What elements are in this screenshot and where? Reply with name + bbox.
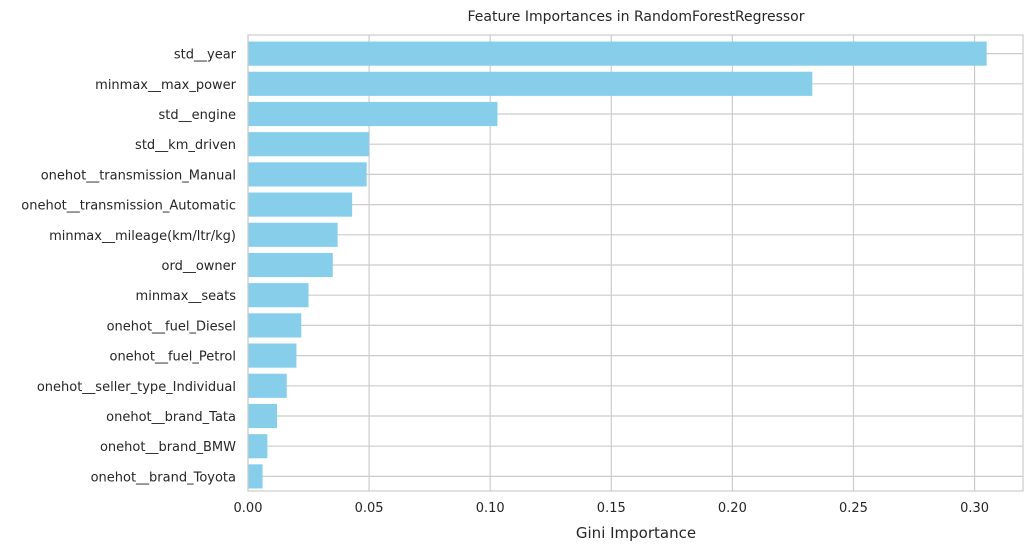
- x-tick-label: 0.00: [234, 501, 263, 516]
- bar-onehot-brand-bmw: [248, 434, 268, 459]
- y-tick-label: onehot__fuel_Petrol: [109, 350, 236, 365]
- y-tick-label: onehot__seller_type_Individual: [37, 380, 236, 395]
- y-tick-label: ord__owner: [162, 259, 237, 274]
- bar-onehot-transmission-manual: [248, 162, 367, 187]
- y-tick-label: onehot__brand_Tata: [106, 410, 236, 425]
- y-tick-label: onehot__brand_Toyota: [91, 470, 236, 485]
- bar-minmax-max-power: [248, 71, 813, 96]
- bar-onehot-brand-toyota: [248, 464, 263, 489]
- bar-onehot-seller-type-individual: [248, 373, 287, 398]
- y-tick-label: minmax__mileage(km/ltr/kg): [49, 229, 236, 244]
- x-tick-label: 0.30: [960, 501, 989, 516]
- bar-ord-owner: [248, 252, 333, 278]
- x-tick-label: 0.20: [718, 501, 747, 516]
- x-tick-label: 0.05: [355, 501, 384, 516]
- y-tick-label: onehot__transmission_Manual: [41, 168, 236, 183]
- x-tick-label: 0.10: [476, 501, 505, 516]
- bar-onehot-fuel-petrol: [248, 343, 297, 368]
- x-tick-label: 0.15: [597, 501, 626, 516]
- y-tick-label: minmax__max_power: [95, 78, 236, 93]
- y-tick-label: std__engine: [159, 108, 236, 123]
- x-tick-label: 0.25: [839, 501, 868, 516]
- plot-frame: [247, 34, 1024, 492]
- chart-title: Feature Importances in RandomForestRegre…: [467, 9, 804, 25]
- bar-onehot-brand-tata: [248, 403, 278, 429]
- bar-onehot-fuel-diesel: [248, 313, 302, 338]
- bar-onehot-transmission-automatic: [248, 192, 353, 217]
- x-axis-title: Gini Importance: [576, 524, 696, 542]
- y-tick-label: onehot__brand_BMW: [100, 440, 236, 455]
- bar-std-engine: [248, 101, 498, 127]
- bar-minmax-mileage-km-ltr-kg-: [248, 222, 338, 247]
- y-tick-label: std__km_driven: [135, 138, 236, 153]
- bar-std-year: [248, 41, 987, 66]
- bar-std-km-driven: [248, 132, 370, 157]
- y-tick-label: minmax__seats: [136, 289, 237, 304]
- y-tick-label: std__year: [174, 48, 237, 63]
- y-tick-label: onehot__transmission_Automatic: [21, 199, 236, 214]
- bar-minmax-seats: [248, 283, 309, 308]
- y-tick-label: onehot__fuel_Diesel: [107, 319, 236, 334]
